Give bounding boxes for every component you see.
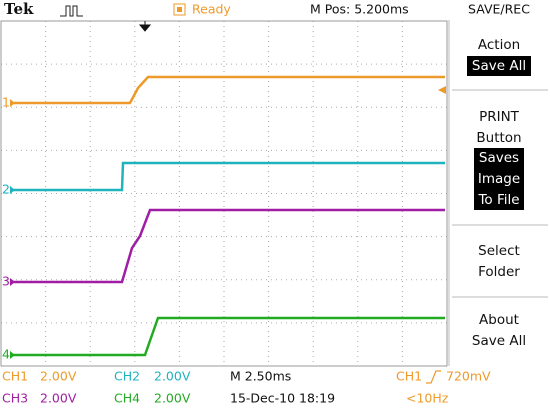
status-icon-dot — [177, 7, 182, 12]
ch3-marker-arrow — [10, 278, 15, 286]
status-icon — [173, 3, 186, 16]
ch2-scale: 2.00V — [154, 369, 191, 384]
ch2-marker: 2 — [2, 182, 10, 197]
menu-item[interactable]: To File — [477, 192, 519, 208]
menu-item[interactable]: Save All — [472, 58, 526, 74]
side-menu: Action Save All PRINT Button Saves Image… — [448, 20, 548, 366]
menu-title: SAVE/REC — [468, 2, 530, 17]
menu-item[interactable]: Image — [478, 171, 520, 187]
ch4-trace — [10, 316, 445, 357]
trigger-level-marker — [438, 86, 446, 94]
menu-item[interactable]: Save All — [472, 333, 526, 349]
graticule — [1, 21, 447, 366]
trigger-source: CH1 — [396, 369, 422, 384]
trigger-slope — [426, 370, 441, 384]
acquire-icon — [60, 5, 83, 17]
position: M Pos: 5.200ms — [310, 2, 409, 17]
ch4-label: CH4 — [114, 391, 140, 406]
menu-item[interactable]: Select — [478, 243, 520, 259]
ch3-trace — [10, 208, 445, 284]
trigger-level: 720mV — [446, 369, 491, 384]
ch2-trace — [10, 161, 445, 192]
ch3-marker: 3 — [2, 274, 10, 289]
ch2-marker-arrow — [10, 186, 15, 194]
ch3-label: CH3 — [2, 391, 28, 406]
menu-item[interactable]: Folder — [478, 264, 520, 280]
ch1-trace — [10, 75, 445, 105]
ch1-scale: 2.00V — [40, 369, 77, 384]
date: 15-Dec-10 18:19 — [230, 391, 335, 406]
ch2-label: CH2 — [114, 369, 140, 384]
timebase: M 2.50ms — [230, 369, 291, 384]
graticule-border — [0, 20, 448, 367]
ch4-marker-arrow — [10, 351, 15, 359]
frequency: <10Hz — [406, 391, 449, 406]
ch3-scale: 2.00V — [40, 391, 77, 406]
menu-highlight — [474, 148, 524, 210]
ch4-scale: 2.00V — [154, 391, 191, 406]
status: Ready — [192, 2, 231, 17]
brand: Tek — [4, 0, 34, 18]
menu-item[interactable]: Button — [476, 130, 521, 146]
menu-item[interactable]: PRINT — [479, 109, 520, 125]
ch1-marker: 1 — [2, 95, 10, 110]
ch1-label: CH1 — [2, 369, 28, 384]
trigger-position — [138, 21, 152, 32]
menu-item[interactable]: Saves — [479, 150, 519, 166]
ch1-marker-arrow — [10, 99, 15, 107]
menu-item[interactable]: Action — [478, 37, 520, 53]
menu-highlight — [467, 56, 531, 76]
ch4-marker: 4 — [2, 347, 10, 362]
menu-item[interactable]: About — [479, 312, 519, 328]
